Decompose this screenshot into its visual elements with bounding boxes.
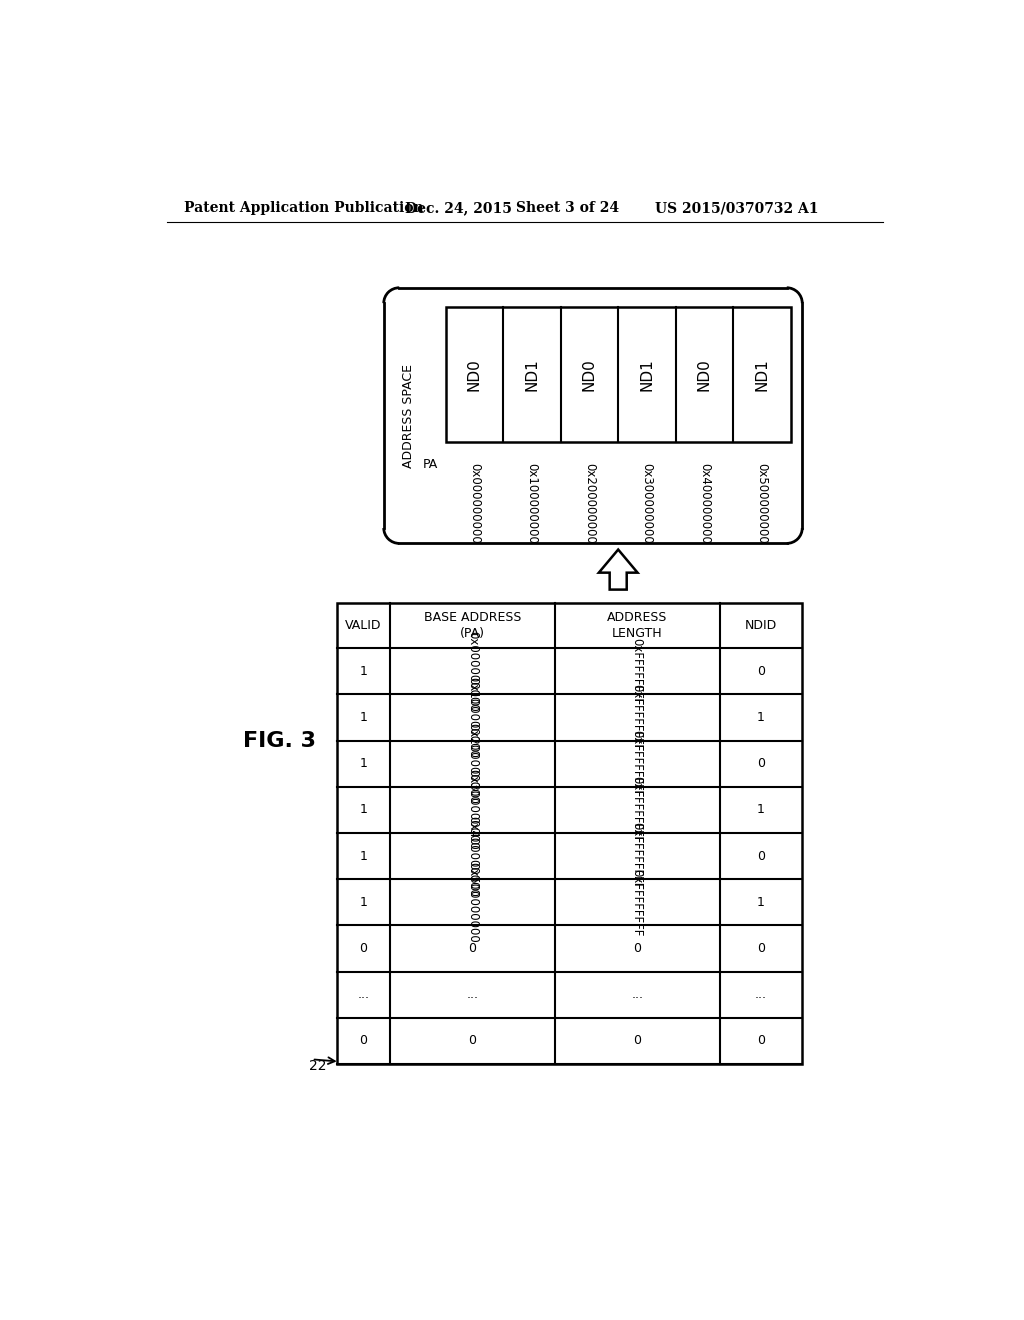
Text: 0x000000000: 0x000000000: [468, 463, 481, 544]
Polygon shape: [599, 549, 638, 590]
Text: VALID: VALID: [345, 619, 382, 632]
Text: 0x500000000: 0x500000000: [756, 463, 768, 544]
Text: 0x400000000: 0x400000000: [466, 816, 479, 896]
Text: ND1: ND1: [639, 358, 654, 391]
Text: ...: ...: [631, 989, 643, 1001]
Text: 0x200000000: 0x200000000: [583, 463, 596, 544]
Text: 0xFFFFFFFF: 0xFFFFFFFF: [631, 684, 644, 751]
Text: ND0: ND0: [467, 358, 482, 391]
Text: ADDRESS
LENGTH: ADDRESS LENGTH: [607, 611, 668, 640]
Text: 0xFFFFFFFF: 0xFFFFFFFF: [631, 822, 644, 890]
Text: 0: 0: [757, 942, 765, 954]
Text: 1: 1: [359, 711, 368, 723]
Text: ND0: ND0: [697, 358, 712, 391]
Text: 1: 1: [757, 896, 765, 908]
Text: 22: 22: [308, 1059, 326, 1073]
Text: 0xFFFFFFFF: 0xFFFFFFFF: [631, 730, 644, 797]
Text: NDID: NDID: [744, 619, 777, 632]
Bar: [337, 603, 802, 1064]
Text: Patent Application Publication: Patent Application Publication: [183, 202, 424, 215]
Text: 0: 0: [359, 942, 368, 954]
Text: 0x300000000: 0x300000000: [466, 770, 479, 850]
Text: 0x100000000: 0x100000000: [466, 677, 479, 758]
Text: ...: ...: [755, 989, 767, 1001]
Text: 1: 1: [359, 665, 368, 677]
Text: FIG. 3: FIG. 3: [243, 730, 315, 751]
Text: ...: ...: [466, 989, 478, 1001]
Text: US 2015/0370732 A1: US 2015/0370732 A1: [655, 202, 818, 215]
Text: 0: 0: [757, 1035, 765, 1047]
Text: 0: 0: [468, 942, 476, 954]
Text: 0x100000000: 0x100000000: [525, 463, 539, 544]
Text: 0xFFFFFFFF: 0xFFFFFFFF: [631, 638, 644, 705]
Text: 1: 1: [359, 850, 368, 862]
Text: 0: 0: [468, 1035, 476, 1047]
Text: 1: 1: [757, 804, 765, 816]
Text: Dec. 24, 2015: Dec. 24, 2015: [406, 202, 512, 215]
Text: 0x000000000: 0x000000000: [466, 631, 479, 711]
Text: ADDRESS SPACE: ADDRESS SPACE: [402, 363, 415, 467]
Text: 0x200000000: 0x200000000: [466, 723, 479, 804]
Text: 0: 0: [757, 850, 765, 862]
Text: 0: 0: [757, 665, 765, 677]
Text: 0x500000000: 0x500000000: [466, 862, 479, 942]
Text: ND1: ND1: [755, 358, 769, 391]
Text: ND0: ND0: [582, 358, 597, 391]
Text: 1: 1: [359, 804, 368, 816]
Text: 0x400000000: 0x400000000: [698, 463, 711, 544]
Text: ...: ...: [357, 989, 370, 1001]
Text: 0: 0: [633, 1035, 641, 1047]
Text: 1: 1: [757, 711, 765, 723]
Text: 0: 0: [359, 1035, 368, 1047]
Text: 0: 0: [633, 942, 641, 954]
Text: ND1: ND1: [524, 358, 540, 391]
Text: 0x300000000: 0x300000000: [640, 463, 653, 544]
Text: Sheet 3 of 24: Sheet 3 of 24: [515, 202, 618, 215]
Text: 1: 1: [359, 758, 368, 770]
Text: 0xFFFFFFFF: 0xFFFFFFFF: [631, 776, 644, 843]
Text: BASE ADDRESS
(PA): BASE ADDRESS (PA): [424, 611, 521, 640]
Text: 0: 0: [757, 758, 765, 770]
Text: 0xFFFFFFFF: 0xFFFFFFFF: [631, 869, 644, 936]
Bar: [445, 308, 791, 442]
Text: PA: PA: [423, 458, 438, 471]
Text: 1: 1: [359, 896, 368, 908]
